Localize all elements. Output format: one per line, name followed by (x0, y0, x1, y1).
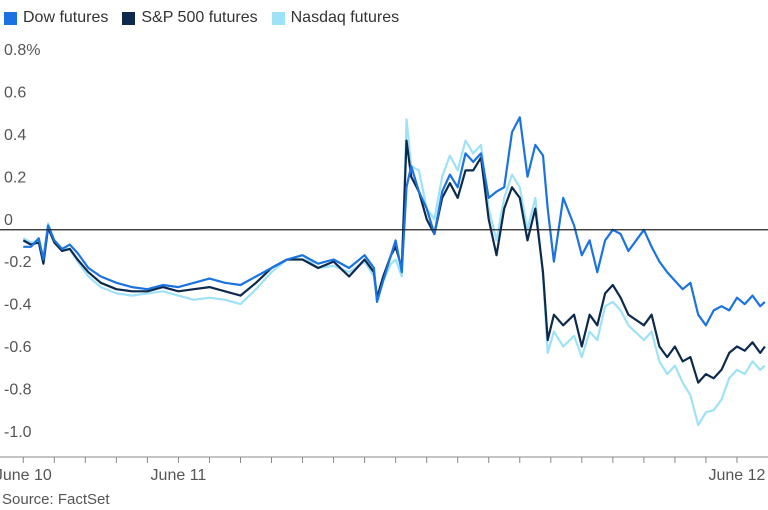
x-tick-label: June 12 (709, 467, 766, 484)
y-tick-label: -0.8 (4, 382, 32, 399)
legend: Dow futures S&P 500 futures Nasdaq futur… (4, 9, 399, 27)
series-line (23, 116, 766, 327)
y-tick-label: -0.4 (4, 297, 32, 314)
y-tick-label: -0.2 (4, 254, 32, 271)
legend-swatch-dow (4, 11, 17, 25)
y-tick-label: 0.6 (4, 84, 26, 101)
y-tick-label: 0 (4, 212, 13, 229)
legend-item-sp500: S&P 500 futures (122, 9, 258, 27)
x-tick-label: June 10 (0, 467, 52, 484)
series-line (22, 118, 766, 427)
legend-label-dow: Dow futures (23, 9, 109, 26)
y-tick-label: -0.6 (4, 339, 32, 356)
legend-item-nasdaq: Nasdaq futures (271, 9, 400, 27)
y-tick-label: 0.8% (4, 42, 40, 59)
legend-item-dow: Dow futures (4, 9, 108, 27)
legend-swatch-sp500 (122, 11, 136, 25)
legend-label-nasdaq: Nasdaq futures (290, 9, 400, 26)
y-tick-label: 0.4 (4, 127, 26, 144)
x-tick-label: June 11 (151, 467, 207, 484)
y-tick-label: 0.2 (4, 169, 26, 186)
legend-label-sp500: S&P 500 futures (141, 9, 258, 26)
series-line (22, 139, 766, 384)
source-note: Source: FactSet (2, 491, 110, 508)
y-tick-label: -1.0 (4, 424, 32, 441)
legend-swatch-nasdaq (271, 11, 285, 25)
